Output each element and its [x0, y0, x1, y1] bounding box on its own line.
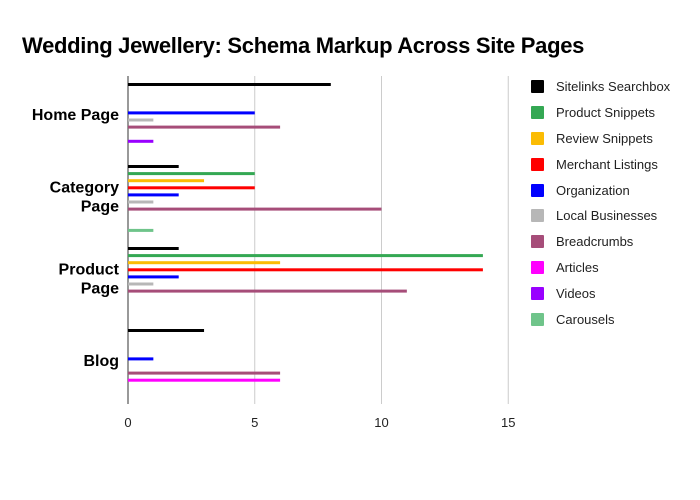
- legend-swatch: [531, 106, 544, 120]
- legend-label: Carousels: [556, 311, 615, 327]
- gridlines: [127, 76, 509, 404]
- x-tick-label: 15: [501, 415, 515, 430]
- x-tick-label: 0: [124, 415, 131, 430]
- category-label: Product: [59, 262, 120, 279]
- bar: [128, 329, 205, 332]
- legend-item: Articles: [531, 255, 670, 281]
- chart-title: Wedding Jewellery: Schema Markup Across …: [22, 33, 585, 58]
- bar: [128, 139, 154, 143]
- bar: [128, 378, 281, 382]
- bar: [128, 289, 407, 293]
- bar: [128, 261, 281, 265]
- bar: [128, 282, 154, 286]
- bar: [128, 207, 382, 211]
- bar: [128, 275, 179, 279]
- category-label: Page: [81, 199, 119, 216]
- bar: [128, 371, 281, 375]
- bar: [128, 165, 179, 168]
- bar: [128, 254, 483, 258]
- bar: [128, 83, 331, 86]
- legend-label: Sitelinks Searchbox: [556, 79, 671, 95]
- legend-item: Carousels: [531, 306, 670, 332]
- legend-item: Videos: [531, 280, 670, 306]
- bar: [128, 186, 255, 190]
- legend-label: Articles: [556, 259, 599, 275]
- legend-label: Product Snippets: [556, 105, 656, 121]
- bar: [128, 247, 179, 250]
- bar: [128, 357, 154, 361]
- x-tick-label: 10: [374, 415, 388, 430]
- bar: [128, 228, 154, 232]
- legend-item: Review Snippets: [531, 126, 670, 152]
- bar: [128, 200, 154, 204]
- legend-label: Organization: [556, 182, 630, 198]
- bar: [128, 193, 179, 197]
- legend-item: Product Snippets: [531, 100, 670, 126]
- legend-swatch: [531, 286, 544, 300]
- bar: [128, 172, 255, 176]
- legend-label: Local Businesses: [556, 208, 658, 224]
- category-label: Blog: [83, 353, 119, 370]
- y-axis-labels: Home Page Category Page Product Page Blog: [32, 107, 120, 370]
- legend-item: Local Businesses: [531, 203, 670, 229]
- legend-item: Merchant Listings: [531, 151, 670, 177]
- legend-swatch: [531, 235, 544, 249]
- bar: [128, 125, 281, 129]
- legend-swatch: [531, 157, 544, 171]
- legend-swatch: [531, 260, 544, 274]
- legend-item: Organization: [531, 177, 670, 203]
- legend-label: Review Snippets: [556, 130, 653, 146]
- legend-label: Videos: [556, 285, 596, 301]
- legend: Sitelinks Searchbox Product Snippets Revie…: [531, 74, 670, 332]
- bar: [128, 111, 255, 115]
- category-label: Home Page: [32, 107, 119, 124]
- x-tick-label: 5: [251, 415, 258, 430]
- bars: [128, 83, 483, 382]
- legend-swatch: [531, 80, 544, 94]
- category-label: Page: [81, 281, 119, 298]
- legend-label: Merchant Listings: [556, 156, 658, 172]
- legend-swatch: [531, 209, 544, 223]
- legend-item: Sitelinks Searchbox: [531, 74, 670, 100]
- legend-swatch: [531, 131, 544, 145]
- bar: [128, 179, 205, 183]
- legend-item: Breadcrumbs: [531, 229, 670, 255]
- legend-label: Breadcrumbs: [556, 234, 634, 250]
- bar: [128, 118, 154, 122]
- legend-swatch: [531, 183, 544, 197]
- x-axis-ticks: 0 5 10 15: [124, 415, 515, 430]
- category-label: Category: [50, 180, 119, 197]
- bar: [128, 268, 483, 272]
- legend-swatch: [531, 312, 544, 326]
